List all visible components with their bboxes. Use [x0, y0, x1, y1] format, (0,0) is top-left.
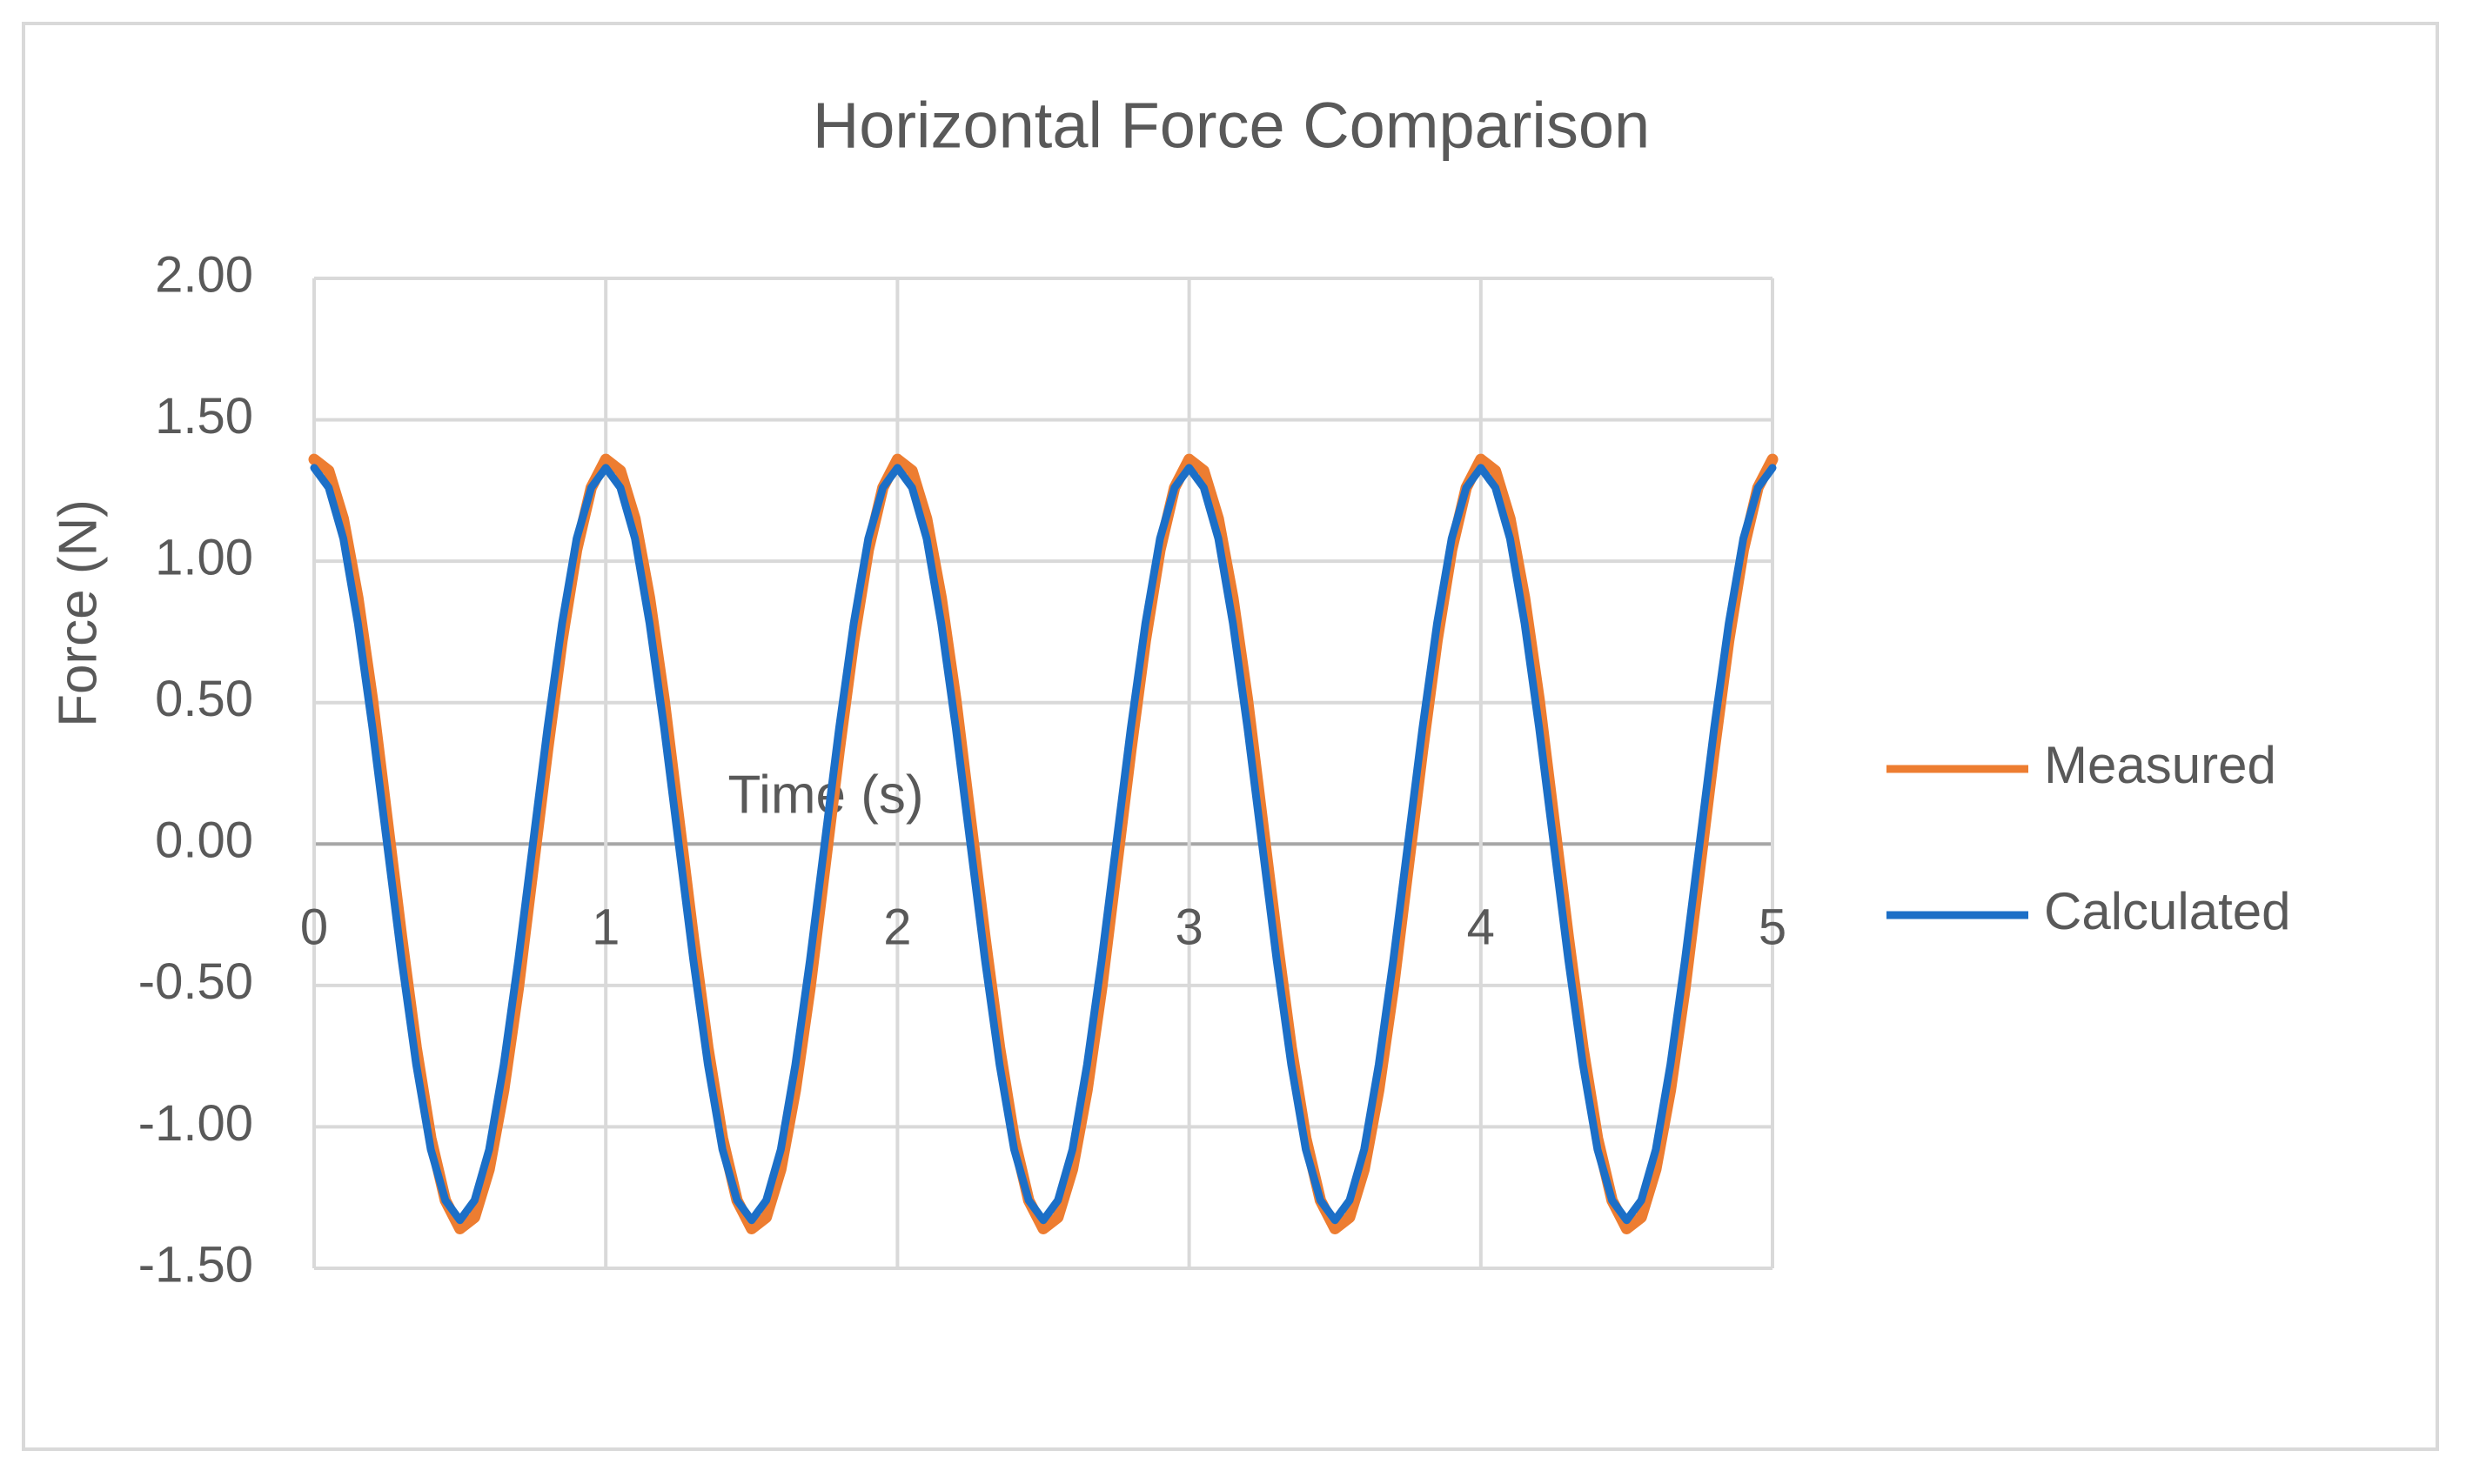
chart-title: Horizontal Force Comparison — [813, 90, 1650, 162]
y-tick-label: 1.00 — [155, 529, 253, 585]
chart-border — [22, 22, 2439, 1451]
x-tick-label: 4 — [1467, 899, 1495, 956]
y-tick-label: 0.50 — [155, 671, 253, 727]
series-line — [310, 464, 1777, 1225]
y-tick-label: -1.00 — [138, 1095, 253, 1152]
x-tick-label: 3 — [1175, 899, 1203, 956]
x-tick-label: 1 — [592, 899, 620, 956]
y-tick-label: 2.00 — [155, 246, 253, 303]
y-tick-label: -0.50 — [138, 953, 253, 1010]
y-tick-label: 0.00 — [155, 812, 253, 869]
x-tick-label: 0 — [300, 899, 328, 956]
x-tick-label: 5 — [1759, 899, 1786, 956]
y-axis-label: Force (N) — [48, 499, 108, 727]
y-tick-label: 1.50 — [155, 388, 253, 445]
legend-label: Calculated — [2044, 882, 2291, 940]
y-tick-label: -1.50 — [138, 1236, 253, 1293]
legend-label: Measured — [2044, 736, 2276, 794]
x-tick-label: 2 — [883, 899, 911, 956]
